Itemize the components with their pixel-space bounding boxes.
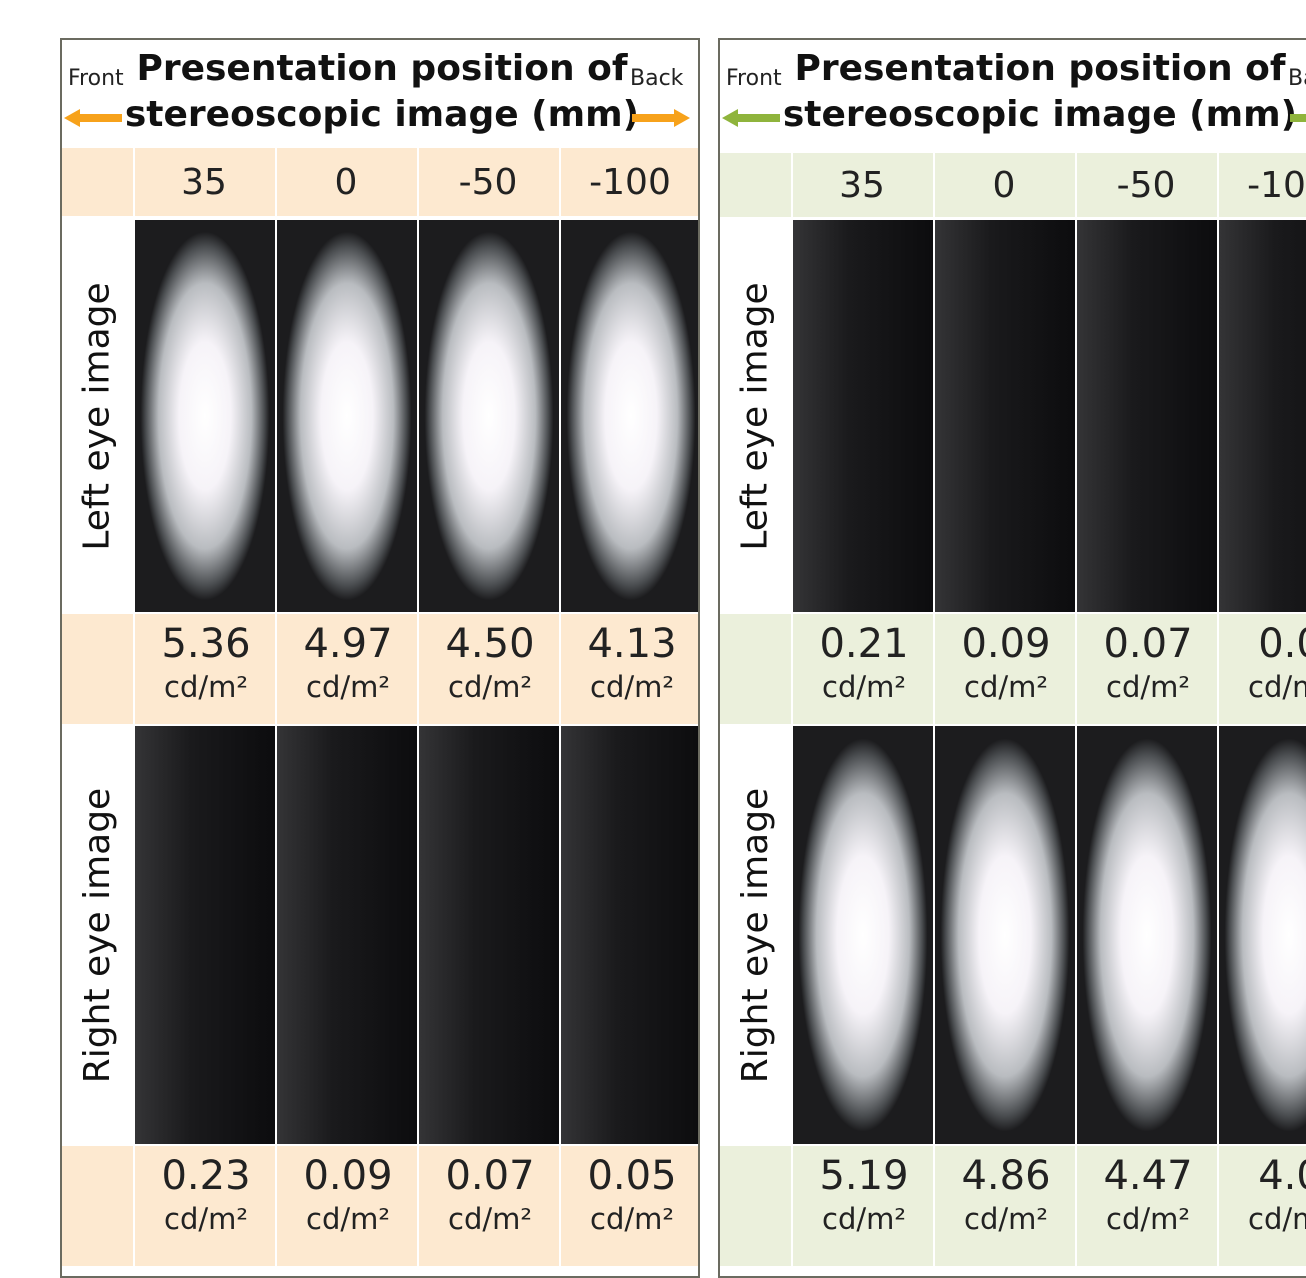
column-header: 35 [133,148,273,216]
value-cell: 0.23 cd/m² [133,1146,275,1266]
value-cell: 0.07 cd/m² [1075,614,1217,724]
luminance-unit: cd/m² [135,670,275,704]
eye-image [277,220,417,612]
luminance-value: 0.05 [561,1154,700,1198]
value-cell: 4.47 cd/m² [1075,1146,1217,1266]
luminance-value: 0.23 [135,1154,275,1198]
luminance-value: 4.13 [561,622,700,666]
eye-image [1219,220,1306,612]
luminance-value: 5.36 [135,622,275,666]
eye-image [793,726,933,1144]
value-cell: 4.0 cd/m² [1217,1146,1306,1266]
title-line: stereoscopic image (mm) [62,94,700,135]
value-cell: 0.09 cd/m² [933,614,1075,724]
luminance-value: 4.50 [419,622,559,666]
luminance-value: 4.86 [935,1154,1075,1198]
luminance-unit: cd/m² [1077,670,1217,704]
luminance-value: 4.0 [1219,1154,1306,1198]
column-header: 0 [933,153,1073,217]
luminance-unit: cd/m² [561,1202,700,1236]
row-label: Right eye image [77,787,118,1082]
title-line: stereoscopic image (mm) [720,94,1306,135]
luminance-unit: cd/m² [1219,1202,1306,1236]
arrow [630,108,690,128]
luminance-value: 4.47 [1077,1154,1217,1198]
luminance-unit: cd/m² [793,670,933,704]
eye-image [561,220,700,612]
luminance-unit: cd/m² [419,1202,559,1236]
eye-image [135,220,275,612]
arrow [722,108,782,128]
row-label-cell: Right eye image [720,726,791,1144]
value-cell: 4.97 cd/m² [275,614,417,724]
eye-image [935,220,1075,612]
column-header: 35 [791,153,931,217]
value-cell: 0.0 cd/m² [1217,614,1306,724]
luminance-unit: cd/m² [935,670,1075,704]
arrow [64,108,124,128]
title-line: Presentation position of [62,48,700,89]
value-cell: 4.86 cd/m² [933,1146,1075,1266]
luminance-unit: cd/m² [419,670,559,704]
value-cell: 0.07 cd/m² [417,1146,559,1266]
eye-image [1219,726,1306,1144]
luminance-unit: cd/m² [793,1202,933,1236]
eye-image [793,220,933,612]
eye-image [419,220,559,612]
value-cell: 0.09 cd/m² [275,1146,417,1266]
arrow [1288,108,1306,128]
row-label: Left eye image [77,282,118,550]
luminance-value: 0.0 [1219,622,1306,666]
luminance-unit: cd/m² [1077,1202,1217,1236]
eye-image [277,726,417,1144]
eye-image [561,726,700,1144]
eye-image [1077,220,1217,612]
luminance-unit: cd/m² [277,670,417,704]
row-label-cell: Right eye image [62,726,133,1144]
value-cell: 5.36 cd/m² [133,614,275,724]
column-header: -50 [1075,153,1215,217]
row-label-cell: Left eye image [720,220,791,612]
row-label: Left eye image [735,282,776,550]
column-header: -100 [559,148,699,216]
eye-image [419,726,559,1144]
luminance-value: 4.97 [277,622,417,666]
luminance-value: 0.21 [793,622,933,666]
eye-image [935,726,1075,1144]
row-label-cell: Left eye image [62,220,133,612]
column-header: 0 [275,148,415,216]
row-label: Right eye image [735,787,776,1082]
luminance-unit: cd/m² [277,1202,417,1236]
luminance-value: 0.09 [935,622,1075,666]
luminance-unit: cd/m² [135,1202,275,1236]
eye-image [1077,726,1217,1144]
value-cell: 5.19 cd/m² [791,1146,933,1266]
luminance-unit: cd/m² [1219,670,1306,704]
luminance-value: 0.07 [1077,622,1217,666]
luminance-unit: cd/m² [561,670,700,704]
value-cell: 0.05 cd/m² [559,1146,700,1266]
value-cell: 0.21 cd/m² [791,614,933,724]
value-cell: 4.50 cd/m² [417,614,559,724]
luminance-unit: cd/m² [935,1202,1075,1236]
column-header: -100 [1217,153,1306,217]
value-cell: 4.13 cd/m² [559,614,700,724]
luminance-value: 0.07 [419,1154,559,1198]
column-header: -50 [417,148,557,216]
eye-image [135,726,275,1144]
luminance-value: 5.19 [793,1154,933,1198]
title-line: Presentation position of [720,48,1306,89]
luminance-value: 0.09 [277,1154,417,1198]
